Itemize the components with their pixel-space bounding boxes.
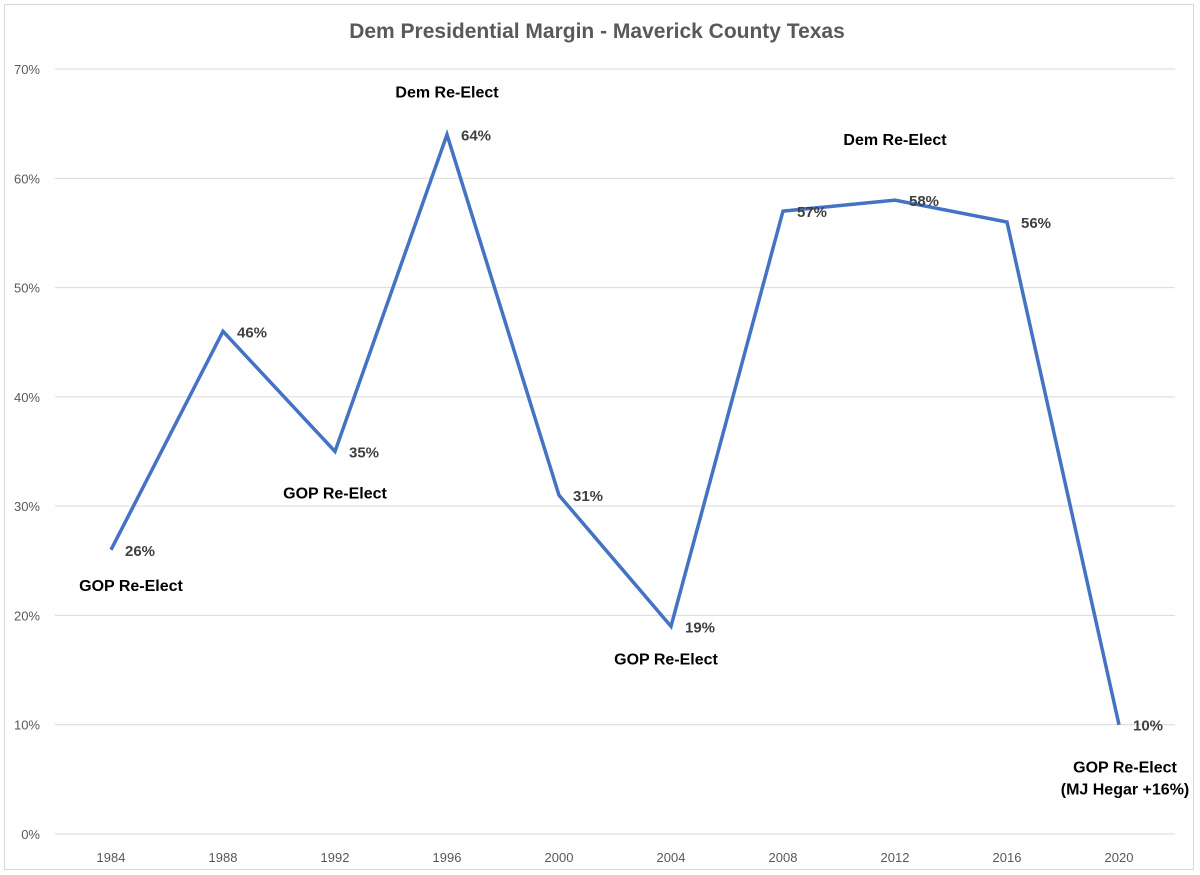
data-label-1984: 26%	[125, 543, 155, 560]
y-tick-label: 0%	[21, 827, 40, 842]
series-line-group	[109, 129, 1121, 726]
chart-title: Dem Presidential Margin - Maverick Count…	[349, 20, 845, 43]
annotations: GOP Re-Elect GOP Re-Elect Dem Re-Elect GOP …	[79, 85, 1189, 799]
y-tick-label: 60%	[14, 171, 40, 186]
annotation-2004-line-0: GOP Re-Elect	[614, 651, 718, 668]
y-tick-label: 50%	[14, 281, 40, 296]
x-axis-tick-labels: 1984 1988 1992 1996 2000 2004 2008 2012 2016 2020	[97, 850, 1134, 865]
annotation-2012-line-0: Dem Re-Elect	[843, 132, 947, 149]
series-line	[109, 129, 1121, 726]
x-tick-label-2004: 2004	[657, 850, 686, 865]
data-label-2016: 56%	[1021, 215, 1051, 232]
data-label-1988: 46%	[237, 324, 267, 341]
y-tick-label: 30%	[14, 499, 40, 514]
x-tick-label-1984: 1984	[97, 850, 126, 865]
chart-frame	[4, 4, 1194, 870]
x-tick-label-2000: 2000	[545, 850, 574, 865]
data-labels: 26% 46% 35% 64% 31% 19% 57% 58% 56% 10%	[125, 128, 1163, 735]
annotation-1992-line-0: GOP Re-Elect	[283, 486, 387, 503]
x-tick-label-2008: 2008	[769, 850, 798, 865]
data-label-1992: 35%	[349, 445, 379, 462]
y-axis-tick-labels: 0% 10% 20% 30% 40% 50% 60% 70%	[14, 62, 40, 842]
x-tick-label-1988: 1988	[209, 850, 238, 865]
x-tick-label-1992: 1992	[321, 850, 350, 865]
data-label-2012: 58%	[909, 193, 939, 210]
y-tick-label: 20%	[14, 608, 40, 623]
x-tick-label-2012: 2012	[881, 850, 910, 865]
data-label-1996: 64%	[461, 128, 491, 145]
y-tick-label: 10%	[14, 718, 40, 733]
annotation-1984-line-0: GOP Re-Elect	[79, 578, 183, 595]
x-tick-label-2016: 2016	[993, 850, 1022, 865]
y-tick-label: 70%	[14, 62, 40, 77]
data-label-2020: 10%	[1133, 718, 1163, 735]
gridlines	[55, 68, 1175, 835]
annotation-1996-line-0: Dem Re-Elect	[395, 85, 499, 102]
data-label-2004: 19%	[685, 619, 715, 636]
data-label-2000: 31%	[573, 488, 603, 505]
x-tick-label-2020: 2020	[1105, 850, 1134, 865]
data-label-2008: 57%	[797, 204, 827, 221]
x-tick-label-1996: 1996	[433, 850, 462, 865]
annotation-2020-line-1: (MJ Hegar +16%)	[1061, 782, 1190, 799]
y-tick-label: 40%	[14, 390, 40, 405]
annotation-2020-line-0: GOP Re-Elect	[1073, 760, 1177, 777]
